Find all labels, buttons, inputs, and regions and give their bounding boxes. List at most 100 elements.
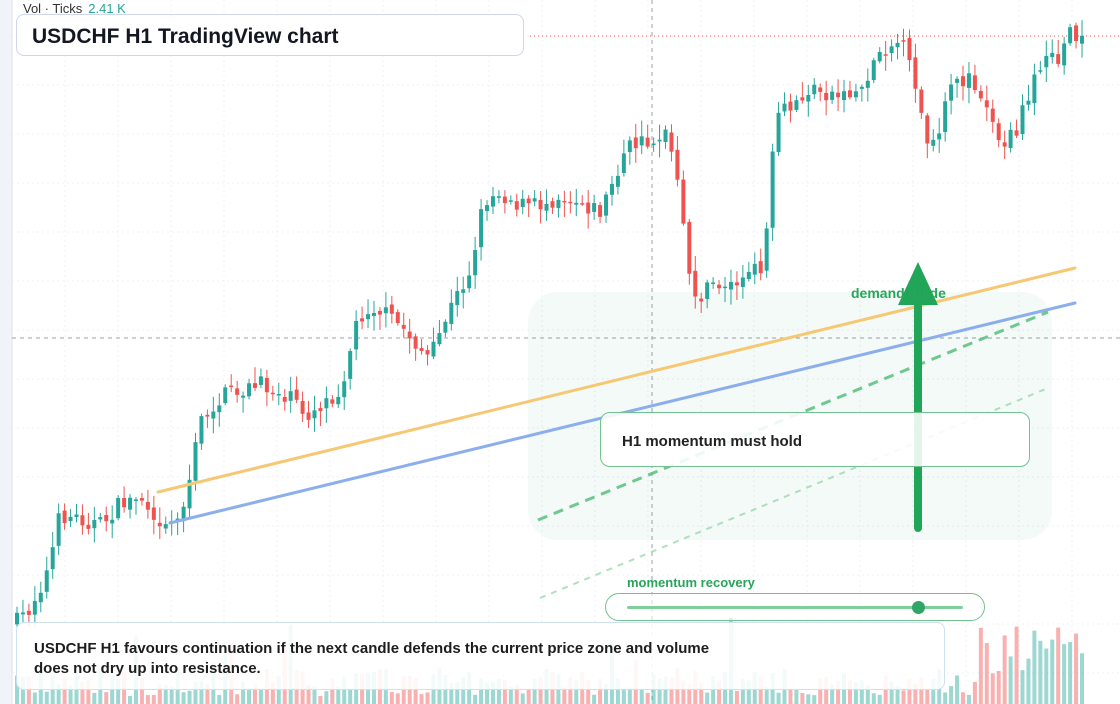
- candle-body: [621, 153, 626, 174]
- candle-body: [931, 139, 936, 146]
- candle-body: [449, 302, 454, 324]
- candle-body: [128, 497, 133, 510]
- candle-body: [514, 201, 519, 210]
- candle: [32, 586, 37, 628]
- candle-body: [853, 91, 858, 98]
- volume-bar: [514, 684, 519, 704]
- candle: [972, 64, 977, 94]
- candle: [514, 193, 519, 217]
- volume-bar: [889, 681, 894, 704]
- volume-bar: [20, 676, 25, 704]
- momentum-arrow-head: [898, 262, 938, 305]
- candle: [20, 599, 25, 624]
- candle: [526, 195, 531, 218]
- candle: [943, 92, 948, 142]
- volume-bar: [681, 680, 686, 704]
- candle: [92, 506, 97, 543]
- candle-body: [996, 123, 1001, 141]
- candle-body: [139, 498, 144, 501]
- candle-body: [544, 203, 549, 211]
- candle: [645, 124, 650, 149]
- candle-body: [699, 298, 704, 302]
- momentum-note-text: H1 momentum must hold: [622, 433, 803, 450]
- candle: [342, 371, 347, 411]
- volume-bar: [270, 682, 275, 704]
- candle-body: [32, 601, 37, 615]
- volume-bar: [645, 692, 650, 704]
- candle: [925, 113, 930, 159]
- volume-bar: [485, 683, 490, 704]
- candle: [1056, 39, 1061, 68]
- momentum-slider[interactable]: [605, 593, 985, 621]
- candle-body: [74, 514, 79, 518]
- candle: [1068, 23, 1073, 46]
- candle-body: [157, 522, 162, 527]
- volume-bar: [169, 686, 174, 704]
- candle-body: [693, 270, 698, 297]
- volume-bar: [669, 677, 674, 704]
- candle-body: [1020, 105, 1025, 135]
- volume-bar: [413, 677, 418, 704]
- candle-body: [615, 175, 620, 187]
- candle-body: [300, 401, 305, 414]
- volume-bar: [830, 684, 835, 704]
- candle: [479, 199, 484, 261]
- candle: [1038, 60, 1043, 75]
- candle: [383, 292, 388, 328]
- volume-bar: [978, 627, 983, 704]
- volume-bar: [163, 684, 168, 704]
- candle-body: [556, 199, 561, 208]
- candle: [580, 195, 585, 206]
- volume-bar: [1026, 658, 1031, 704]
- volume-bar: [984, 643, 989, 704]
- candle-body: [502, 196, 507, 204]
- volume-value: 2.41 K: [88, 1, 126, 16]
- candle: [675, 136, 680, 187]
- candle-body: [990, 108, 995, 122]
- volume-bar: [824, 676, 829, 704]
- candle-body: [229, 385, 234, 388]
- candle: [776, 101, 781, 156]
- volume-bar: [1038, 640, 1043, 704]
- momentum-recovery-label: momentum recovery: [627, 575, 755, 590]
- candle: [276, 382, 281, 406]
- volume-bar: [490, 682, 495, 704]
- volume-bar: [508, 686, 513, 704]
- candle-body: [252, 383, 257, 388]
- candle: [740, 265, 745, 299]
- candle-body: [122, 497, 127, 508]
- candle-body: [847, 90, 852, 98]
- candle: [395, 309, 400, 326]
- candle-body: [145, 501, 150, 510]
- momentum-slider-thumb[interactable]: [912, 601, 925, 614]
- volume-bar: [758, 676, 763, 704]
- volume-bar: [639, 688, 644, 704]
- volume-bar: [865, 685, 870, 704]
- candle-body: [770, 151, 775, 228]
- volume-bar: [157, 684, 162, 704]
- volume-bar: [205, 683, 210, 704]
- candle: [425, 345, 430, 366]
- candle: [199, 413, 204, 450]
- candle: [449, 289, 454, 331]
- candle: [473, 236, 478, 289]
- candle-body: [371, 313, 376, 316]
- chart-title-box: USDCHF H1 TradingView chart: [16, 14, 524, 56]
- volume-bar: [699, 682, 704, 704]
- candle-body: [758, 261, 763, 274]
- candle-body: [865, 80, 870, 88]
- candle-body: [50, 547, 55, 570]
- candle: [211, 396, 216, 434]
- candle: [455, 276, 460, 317]
- candle: [883, 40, 888, 71]
- candle-body: [455, 291, 460, 306]
- candle-body: [431, 341, 436, 357]
- candle-body: [776, 112, 781, 152]
- candle-body: [389, 304, 394, 314]
- candle-body: [377, 310, 382, 315]
- candle-body: [752, 263, 757, 275]
- candle-body: [651, 143, 656, 145]
- candle: [50, 532, 55, 579]
- candle: [163, 516, 168, 534]
- candle-body: [764, 228, 769, 271]
